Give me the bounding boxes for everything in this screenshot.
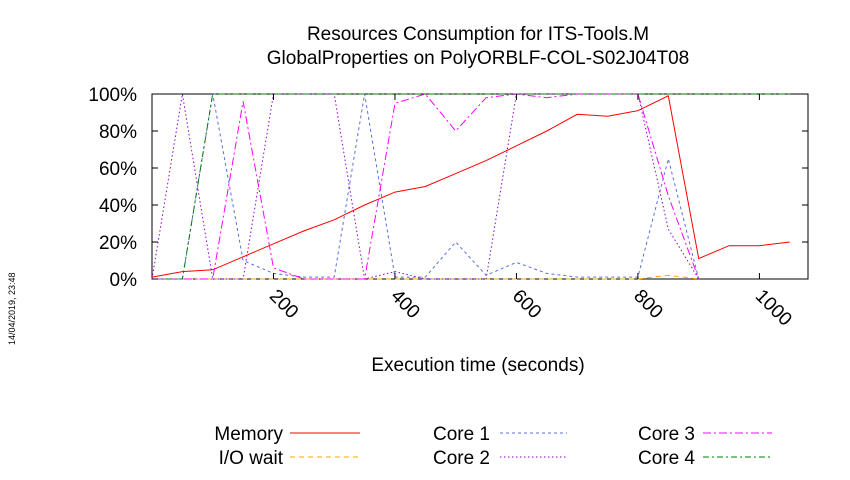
legend-label-i-o-wait: I/O wait	[219, 448, 284, 469]
y-tick-label: 80%	[99, 122, 137, 143]
x-tick-label: 200	[265, 286, 302, 323]
y-tick-label: 40%	[99, 196, 137, 217]
x-tick-label: 600	[508, 286, 545, 323]
series-memory-line	[151, 95, 790, 278]
series-core-2-line	[151, 93, 700, 280]
timestamp: 14/04/2019, 23:48	[7, 272, 17, 345]
legend-label-memory: Memory	[214, 424, 283, 445]
legend-label-core-1: Core 1	[433, 424, 490, 445]
y-tick-label: 0%	[110, 270, 138, 291]
plot-area	[151, 93, 809, 280]
y-tick-label: 20%	[99, 233, 137, 254]
x-axis-label: Execution time (seconds)	[371, 355, 584, 376]
chart-title-line-2: GlobalProperties on PolyORBLF-COL-S02J04…	[267, 48, 689, 69]
axis-ticks: 0% 20% 40% 60% 80% 100% 200 400 600 800 1000	[88, 85, 808, 330]
series-core-4-line	[152, 93, 790, 280]
legend-label-core-4: Core 4	[638, 448, 695, 469]
y-tick-label: 100%	[88, 85, 137, 106]
series-core-1-line	[152, 93, 700, 280]
legend-label-core-3: Core 3	[638, 424, 695, 445]
chart-title-line-1: Resources Consumption for ITS-Tools.M	[307, 24, 649, 45]
legend: Memory I/O wait Core 1 Core 2 Core 3 Core 4	[214, 424, 772, 469]
plot-frame	[151, 93, 809, 280]
legend-label-core-2: Core 2	[433, 448, 490, 469]
x-tick-label: 800	[629, 286, 666, 323]
y-tick-label: 60%	[99, 159, 137, 180]
x-tick-label: 1000	[751, 286, 796, 331]
x-tick-label: 400	[386, 286, 423, 323]
